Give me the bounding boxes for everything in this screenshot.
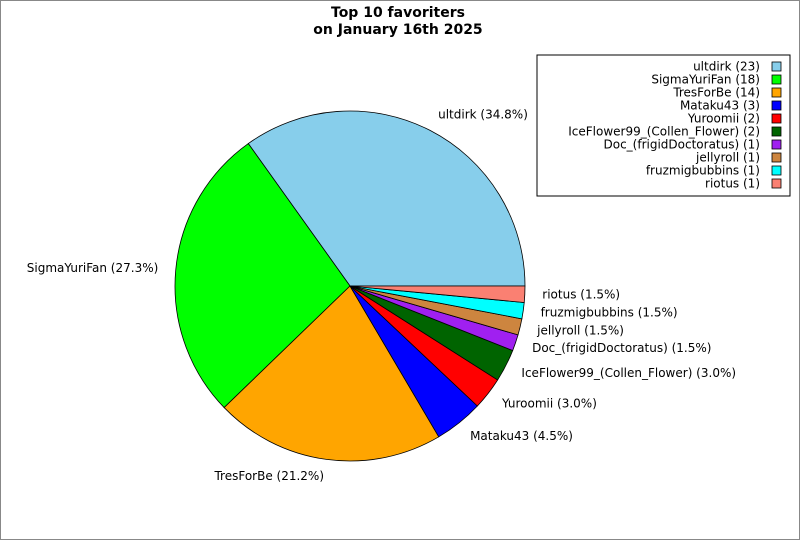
slice-label: fruzmigbubbins (1.5%) bbox=[541, 306, 678, 320]
slice-label: SigmaYuriFan (27.3%) bbox=[27, 261, 159, 275]
legend-swatch bbox=[771, 113, 782, 124]
legend-box bbox=[536, 54, 791, 197]
slice-label: Yuroomii (3.0%) bbox=[501, 397, 597, 411]
legend-swatch bbox=[771, 87, 782, 98]
legend-swatch bbox=[771, 100, 782, 111]
legend-swatch bbox=[771, 74, 782, 85]
legend-label: ultdirk (23) bbox=[693, 60, 760, 74]
slice-label: Doc_(frigidDoctoratus) (1.5%) bbox=[532, 341, 711, 355]
legend-label: fruzmigbubbins (1) bbox=[646, 164, 760, 178]
slice bbox=[349, 285, 526, 303]
chart-title: on January 16th 2025 bbox=[313, 22, 482, 38]
legend-swatch bbox=[771, 139, 782, 150]
slice bbox=[223, 285, 440, 462]
legend-swatch bbox=[771, 178, 782, 189]
slice-label: jellyroll (1.5%) bbox=[536, 324, 624, 338]
slice bbox=[174, 143, 351, 409]
legend-swatch bbox=[771, 152, 782, 163]
slice-label: ultdirk (34.8%) bbox=[438, 107, 528, 121]
chart-title: Top 10 favoriters bbox=[331, 5, 465, 21]
slice-label: Mataku43 (4.5%) bbox=[470, 429, 573, 443]
legend-label: TresForBe (14) bbox=[672, 86, 760, 100]
legend-label: SigmaYuriFan (18) bbox=[651, 73, 760, 87]
legend-label: Yuroomii (2) bbox=[687, 112, 760, 126]
legend-swatch bbox=[771, 126, 782, 137]
legend-label: jellyroll (1) bbox=[695, 151, 760, 165]
legend-label: Doc_(frigidDoctoratus) (1) bbox=[604, 138, 761, 152]
legend-swatch bbox=[771, 61, 782, 72]
slice-label: riotus (1.5%) bbox=[542, 288, 620, 302]
pie: ultdirk (34.8%) SigmaYuriFan (27.3%) TresF… bbox=[27, 107, 736, 483]
slice-label: TresForBe (21.2%) bbox=[213, 469, 324, 483]
legend-label: riotus (1) bbox=[705, 177, 760, 191]
legend-label: Mataku43 (3) bbox=[680, 99, 760, 113]
legend: ultdirk (23)SigmaYuriFan (18)TresForBe (… bbox=[568, 60, 782, 191]
slice-label: IceFlower99_(Collen_Flower) (3.0%) bbox=[521, 366, 736, 380]
legend-swatch bbox=[771, 165, 782, 176]
slice bbox=[247, 110, 526, 287]
legend-label: IceFlower99_(Collen_Flower) (2) bbox=[568, 125, 760, 139]
